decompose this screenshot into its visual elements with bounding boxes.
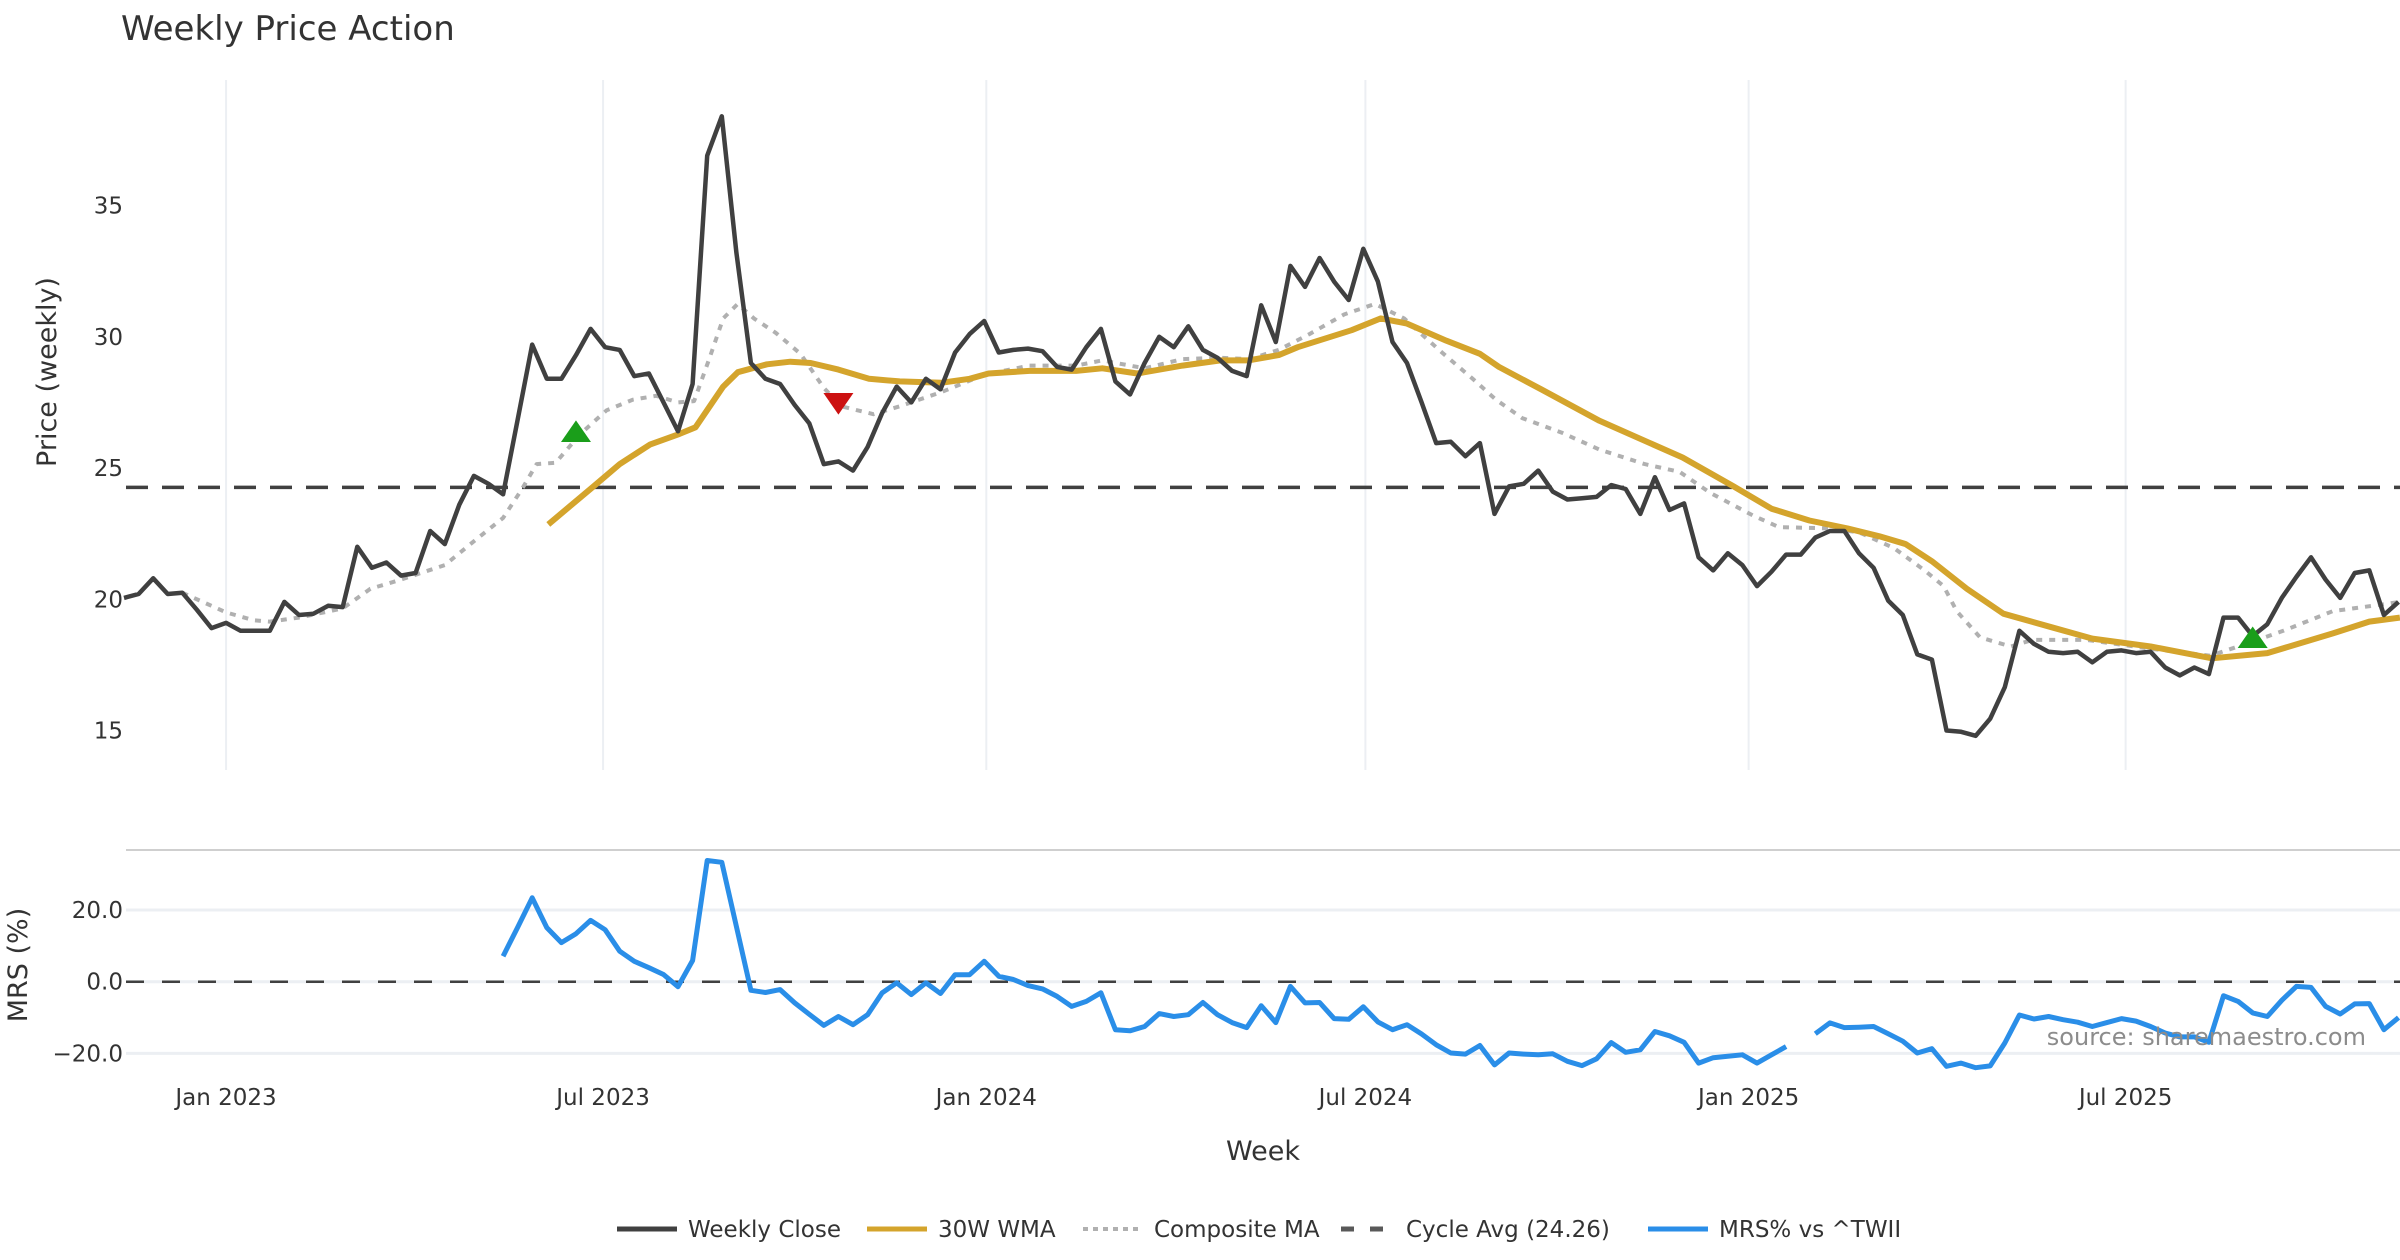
price-y-tick-label: 15 — [94, 719, 123, 745]
source-annotation: source: sharemaestro.com — [2047, 1023, 2366, 1051]
price-y-ticks: 15 20 25 30 35 — [94, 194, 123, 745]
legend-label: Composite MA — [1154, 1217, 1320, 1243]
series-mrs-vs-twii — [500, 858, 1788, 1069]
legend-item[interactable]: Weekly Close — [617, 1217, 841, 1243]
series-30w-wma — [546, 315, 2400, 662]
legend-label: Cycle Avg (24.26) — [1406, 1217, 1610, 1243]
chart-title: Weekly Price Action — [121, 9, 455, 49]
legend-item[interactable]: MRS% vs ^TWII — [1648, 1217, 1901, 1243]
legend-label: Weekly Close — [688, 1217, 841, 1243]
mrs-y-ticks: 20.0 0.0 −20.0 — [53, 898, 123, 1067]
price-y-tick-label: 20 — [94, 587, 123, 613]
mrs-gridlines — [126, 908, 2400, 1055]
legend-label: MRS% vs ^TWII — [1719, 1217, 1901, 1243]
buy-signal-marker — [2237, 626, 2268, 649]
series-mrs-vs-twii — [1813, 983, 2400, 1071]
mrs-y-tick-label: −20.0 — [53, 1041, 123, 1067]
series-weekly-close — [123, 114, 2400, 739]
price-gridlines — [225, 80, 2127, 770]
x-tick-label: Jan 2023 — [173, 1085, 276, 1111]
legend-item[interactable]: Cycle Avg (24.26) — [1341, 1217, 1610, 1243]
mrs-series — [500, 858, 2400, 1071]
legend: Weekly Close 30W WMA Composite MA Cycle Avg… — [617, 1217, 1901, 1243]
legend-item[interactable]: 30W WMA — [867, 1217, 1056, 1243]
price-y-axis-label: Price (weekly) — [32, 277, 63, 467]
signal-markers — [560, 392, 2268, 649]
price-series — [123, 114, 2400, 739]
series-composite-ma — [181, 301, 2400, 658]
x-tick-label: Jul 2023 — [554, 1085, 650, 1111]
x-axis-label: Week — [1226, 1136, 1300, 1167]
legend-item[interactable]: Composite MA — [1083, 1217, 1320, 1243]
mrs-y-axis-label: MRS (%) — [3, 908, 34, 1023]
x-tick-label: Jan 2025 — [1696, 1085, 1799, 1111]
mrs-y-tick-label: 20.0 — [72, 898, 123, 924]
sell-signal-marker — [823, 392, 854, 415]
buy-signal-marker — [560, 420, 591, 442]
x-tick-label: Jul 2025 — [2077, 1085, 2173, 1111]
x-tick-label: Jul 2024 — [1317, 1085, 1413, 1111]
legend-label: 30W WMA — [938, 1217, 1056, 1243]
x-tick-label: Jan 2024 — [934, 1085, 1037, 1111]
price-y-tick-label: 25 — [94, 456, 123, 482]
price-y-tick-label: 30 — [94, 325, 123, 351]
mrs-y-tick-label: 0.0 — [86, 970, 123, 996]
x-ticks: Jan 2023 Jul 2023 Jan 2024 Jul 2024 Jan 2025… — [173, 1085, 2172, 1111]
price-y-tick-label: 35 — [94, 194, 123, 220]
